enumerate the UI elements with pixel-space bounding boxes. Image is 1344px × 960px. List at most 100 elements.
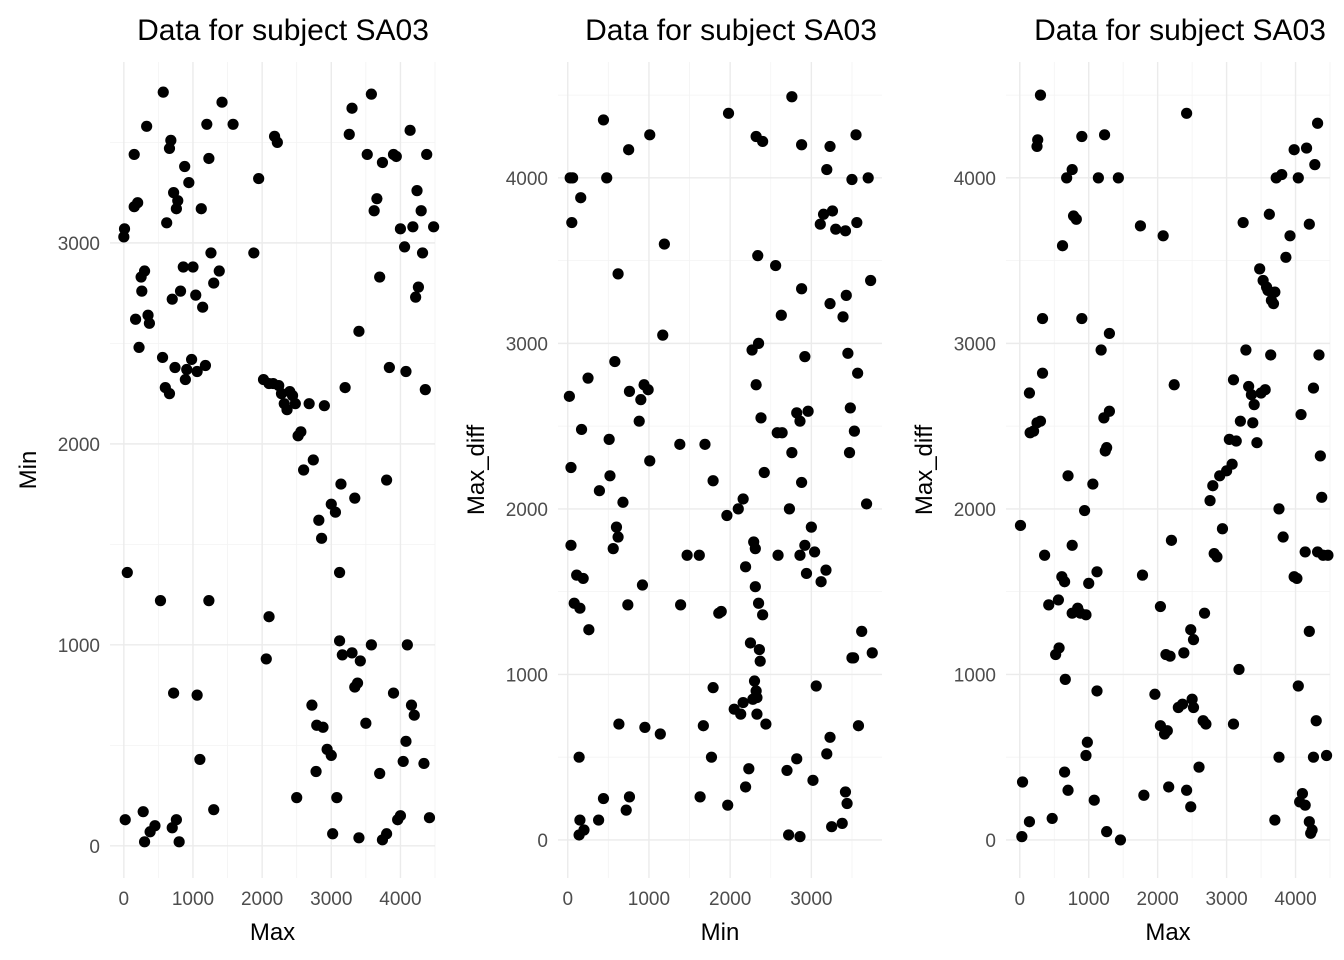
data-point: [639, 721, 651, 733]
data-point: [815, 576, 827, 588]
data-point: [380, 474, 393, 486]
x-tick-label: 1000: [172, 889, 214, 910]
data-point: [644, 455, 656, 467]
data-point: [681, 549, 693, 561]
data-point: [191, 689, 203, 701]
data-point: [622, 599, 634, 611]
data-point: [141, 120, 153, 132]
data-point: [190, 289, 202, 301]
data-point: [199, 359, 212, 372]
data-point: [1080, 749, 1092, 762]
data-point: [697, 720, 709, 732]
data-point: [610, 521, 623, 533]
data-point: [387, 687, 400, 699]
data-point: [757, 609, 769, 621]
data-point: [794, 549, 806, 561]
y-tick-label: 1000: [954, 665, 996, 686]
data-point: [1023, 387, 1036, 399]
data-point: [750, 379, 762, 391]
data-point: [675, 599, 687, 611]
data-point: [346, 647, 358, 659]
data-point: [136, 285, 148, 297]
data-point: [1092, 172, 1104, 184]
data-point: [303, 398, 315, 410]
data-point: [802, 405, 814, 417]
data-point: [799, 539, 811, 551]
data-point: [775, 309, 787, 321]
data-point: [601, 172, 613, 184]
data-point: [132, 197, 144, 209]
data-point: [1034, 415, 1047, 427]
data-point: [405, 699, 418, 711]
data-point: [820, 564, 832, 576]
data-point: [830, 223, 842, 235]
data-point: [722, 799, 734, 811]
data-point: [411, 185, 423, 197]
data-point: [635, 394, 647, 406]
data-point: [1227, 374, 1240, 386]
data-point: [1039, 549, 1051, 561]
data-point: [428, 221, 440, 233]
y-tick-label: 2000: [58, 435, 100, 456]
data-point: [1036, 312, 1049, 325]
data-point: [1083, 577, 1095, 589]
data-point: [1310, 715, 1322, 727]
data-point: [783, 829, 795, 841]
data-point: [133, 341, 145, 353]
data-point: [390, 150, 402, 163]
y-tick-label: 2000: [506, 500, 548, 521]
data-point: [1314, 450, 1326, 462]
data-point: [1211, 551, 1223, 563]
data-point: [1112, 172, 1124, 184]
data-point: [751, 708, 763, 720]
data-point: [758, 466, 770, 479]
data-point: [722, 107, 735, 119]
data-point: [1134, 220, 1147, 232]
y-axis-title: Max_diff: [463, 425, 490, 516]
data-point: [1023, 816, 1036, 828]
data-point: [866, 647, 878, 659]
data-point: [786, 91, 798, 103]
data-point: [1058, 766, 1071, 778]
data-point: [394, 810, 407, 822]
data-point: [118, 231, 130, 243]
data-point: [1078, 504, 1091, 517]
data-point: [847, 652, 860, 664]
x-tick-label: 2000: [1137, 889, 1179, 910]
data-point: [1101, 826, 1113, 838]
data-point: [1269, 286, 1281, 298]
data-point: [185, 353, 198, 366]
data-point: [699, 438, 711, 450]
data-point: [1181, 784, 1193, 796]
data-point: [1095, 344, 1107, 356]
data-point: [325, 749, 337, 761]
data-point: [824, 298, 836, 310]
x-tick-label: 0: [119, 889, 130, 910]
data-point: [760, 718, 772, 730]
data-point: [1098, 129, 1111, 141]
y-tick-label: 0: [537, 831, 548, 852]
data-point: [794, 831, 806, 843]
data-point: [1263, 208, 1275, 220]
data-point: [577, 572, 589, 585]
data-point: [166, 293, 178, 305]
data-point: [839, 225, 852, 237]
data-point: [315, 532, 328, 544]
data-point: [565, 539, 577, 551]
data-point: [841, 797, 853, 810]
data-point: [173, 836, 185, 848]
data-point: [138, 265, 151, 277]
data-point: [1200, 718, 1212, 730]
data-point: [694, 791, 706, 803]
data-point: [1103, 327, 1116, 340]
data-point: [737, 696, 749, 709]
data-point: [281, 404, 293, 416]
y-axis-title: Min: [15, 451, 42, 490]
data-point: [620, 804, 632, 816]
data-point: [183, 176, 195, 189]
data-point: [1248, 399, 1260, 411]
data-point: [416, 247, 429, 259]
data-point: [208, 804, 220, 816]
data-point: [794, 415, 806, 427]
